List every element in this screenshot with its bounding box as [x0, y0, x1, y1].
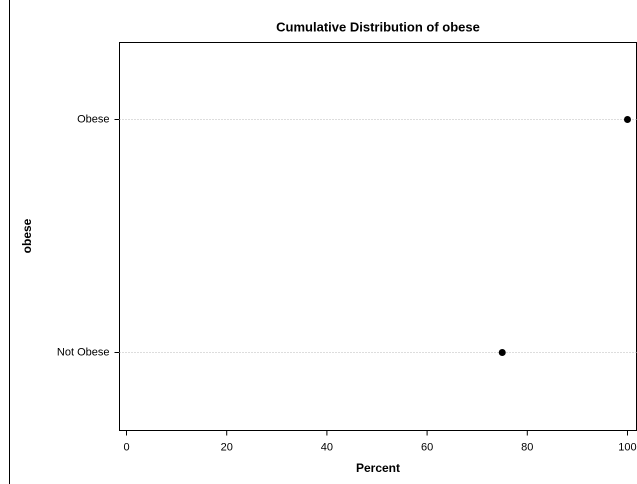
x-tick-label: 80	[521, 441, 533, 453]
x-tick-label: 100	[618, 441, 636, 453]
chart-title: Cumulative Distribution of obese	[276, 19, 480, 34]
y-axis-label: obese	[20, 218, 34, 253]
x-tick-label: 20	[221, 441, 233, 453]
x-axis-label: Percent	[356, 461, 400, 475]
x-tick-label: 40	[321, 441, 333, 453]
y-tick-label: Obese	[77, 113, 109, 125]
dot	[623, 116, 631, 123]
x-tick-label: 0	[123, 441, 129, 453]
y-tick-label: Not Obese	[57, 346, 110, 358]
x-tick-label: 60	[421, 441, 433, 453]
dot	[498, 349, 506, 356]
